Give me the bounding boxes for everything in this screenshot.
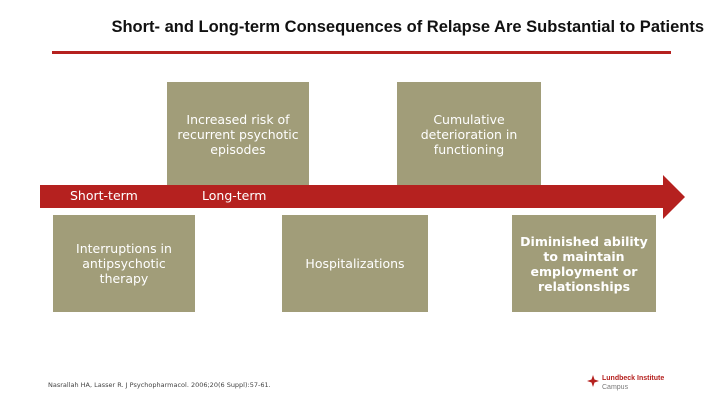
citation: Nasrallah HA, Lasser R. J Psychopharmaco… bbox=[48, 381, 271, 389]
lundbeck-logo-icon bbox=[587, 375, 599, 387]
title-underline bbox=[52, 51, 671, 54]
timeline-arrow-shape bbox=[40, 175, 685, 219]
logo-name: Lundbeck Institute bbox=[602, 375, 665, 382]
box-recurrent-episodes: Increased risk of recurrent psychotic ep… bbox=[167, 82, 309, 186]
logo-subtitle: Campus bbox=[602, 384, 629, 391]
short-term-label: Short-term bbox=[70, 188, 138, 203]
box-interruptions-therapy-text: Interruptions in antipsychotic therapy bbox=[76, 241, 172, 286]
box-cumulative-deterioration: Cumulative deterioration in functioning bbox=[397, 82, 541, 186]
box-diminished-ability-text: Diminished ability to maintain employmen… bbox=[520, 233, 648, 294]
box-interruptions-therapy: Interruptions in antipsychotic therapy bbox=[53, 215, 195, 312]
box-diminished-ability: Diminished ability to maintain employmen… bbox=[512, 215, 656, 312]
box-hospitalizations: Hospitalizations bbox=[282, 215, 428, 312]
long-term-label: Long-term bbox=[202, 188, 267, 203]
box-recurrent-episodes-text: Increased risk of recurrent psychotic ep… bbox=[177, 111, 299, 157]
slide-title: Short- and Long-term Consequences of Rel… bbox=[111, 18, 704, 36]
box-hospitalizations-text: Hospitalizations bbox=[305, 256, 405, 271]
box-cumulative-deterioration-text: Cumulative deterioration in functioning bbox=[420, 111, 518, 157]
